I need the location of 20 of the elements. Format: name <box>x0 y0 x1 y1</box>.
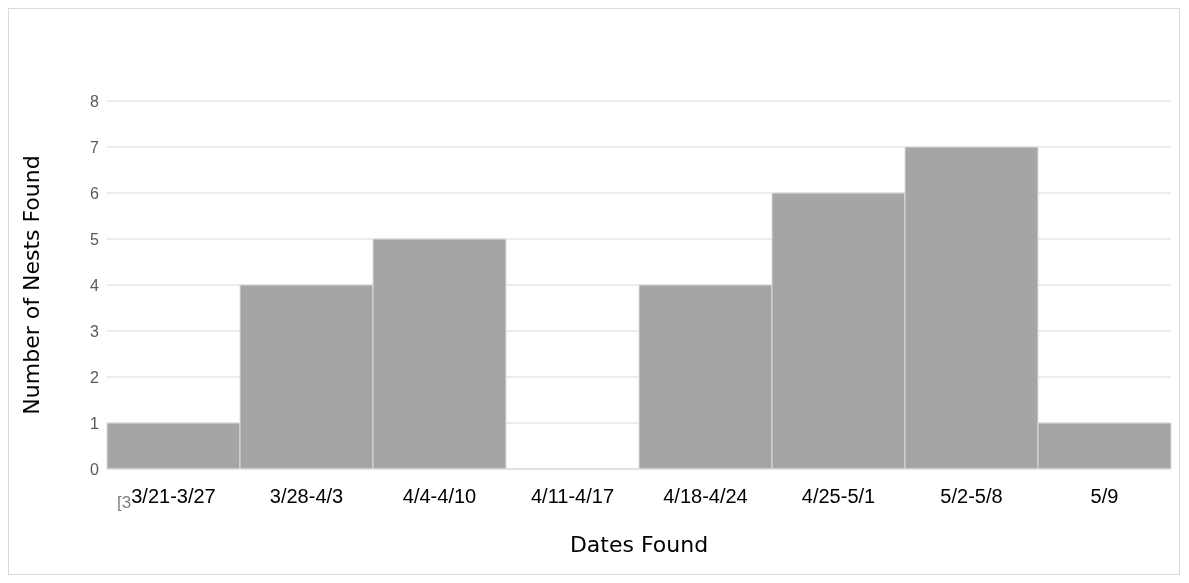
y-tick-label: 3 <box>90 322 100 340</box>
x-tick-label: 4/18-4/24 <box>663 485 748 508</box>
x-tick-label: 5/2-5/8 <box>940 485 1003 508</box>
y-tick-label: 5 <box>90 230 100 248</box>
y-tick-label: 2 <box>90 368 100 386</box>
y-tick-label: 4 <box>90 276 100 294</box>
y-tick-label: 1 <box>90 414 100 432</box>
y-tick-label: 7 <box>90 138 100 156</box>
y-tick-label: 6 <box>90 184 100 202</box>
x-tick-label: 4/25-5/1 <box>801 485 876 508</box>
y-axis-title: Number of Nests Found <box>18 155 44 415</box>
y-tick-label: 8 <box>90 92 100 110</box>
x-tick-label: 4/11-4/17 <box>530 485 615 508</box>
x-tick-label: 3/28-4/3 <box>269 485 344 508</box>
x-tick-label: 5/9 <box>1090 485 1119 508</box>
y-tick-label: 0 <box>90 460 100 478</box>
text: [3 <box>117 493 132 513</box>
x-tick-label: 3/21-3/27 <box>131 485 216 508</box>
x-tick-label: 4/4-4/10 <box>402 485 477 508</box>
x-axis-title: Dates Found <box>569 532 709 557</box>
